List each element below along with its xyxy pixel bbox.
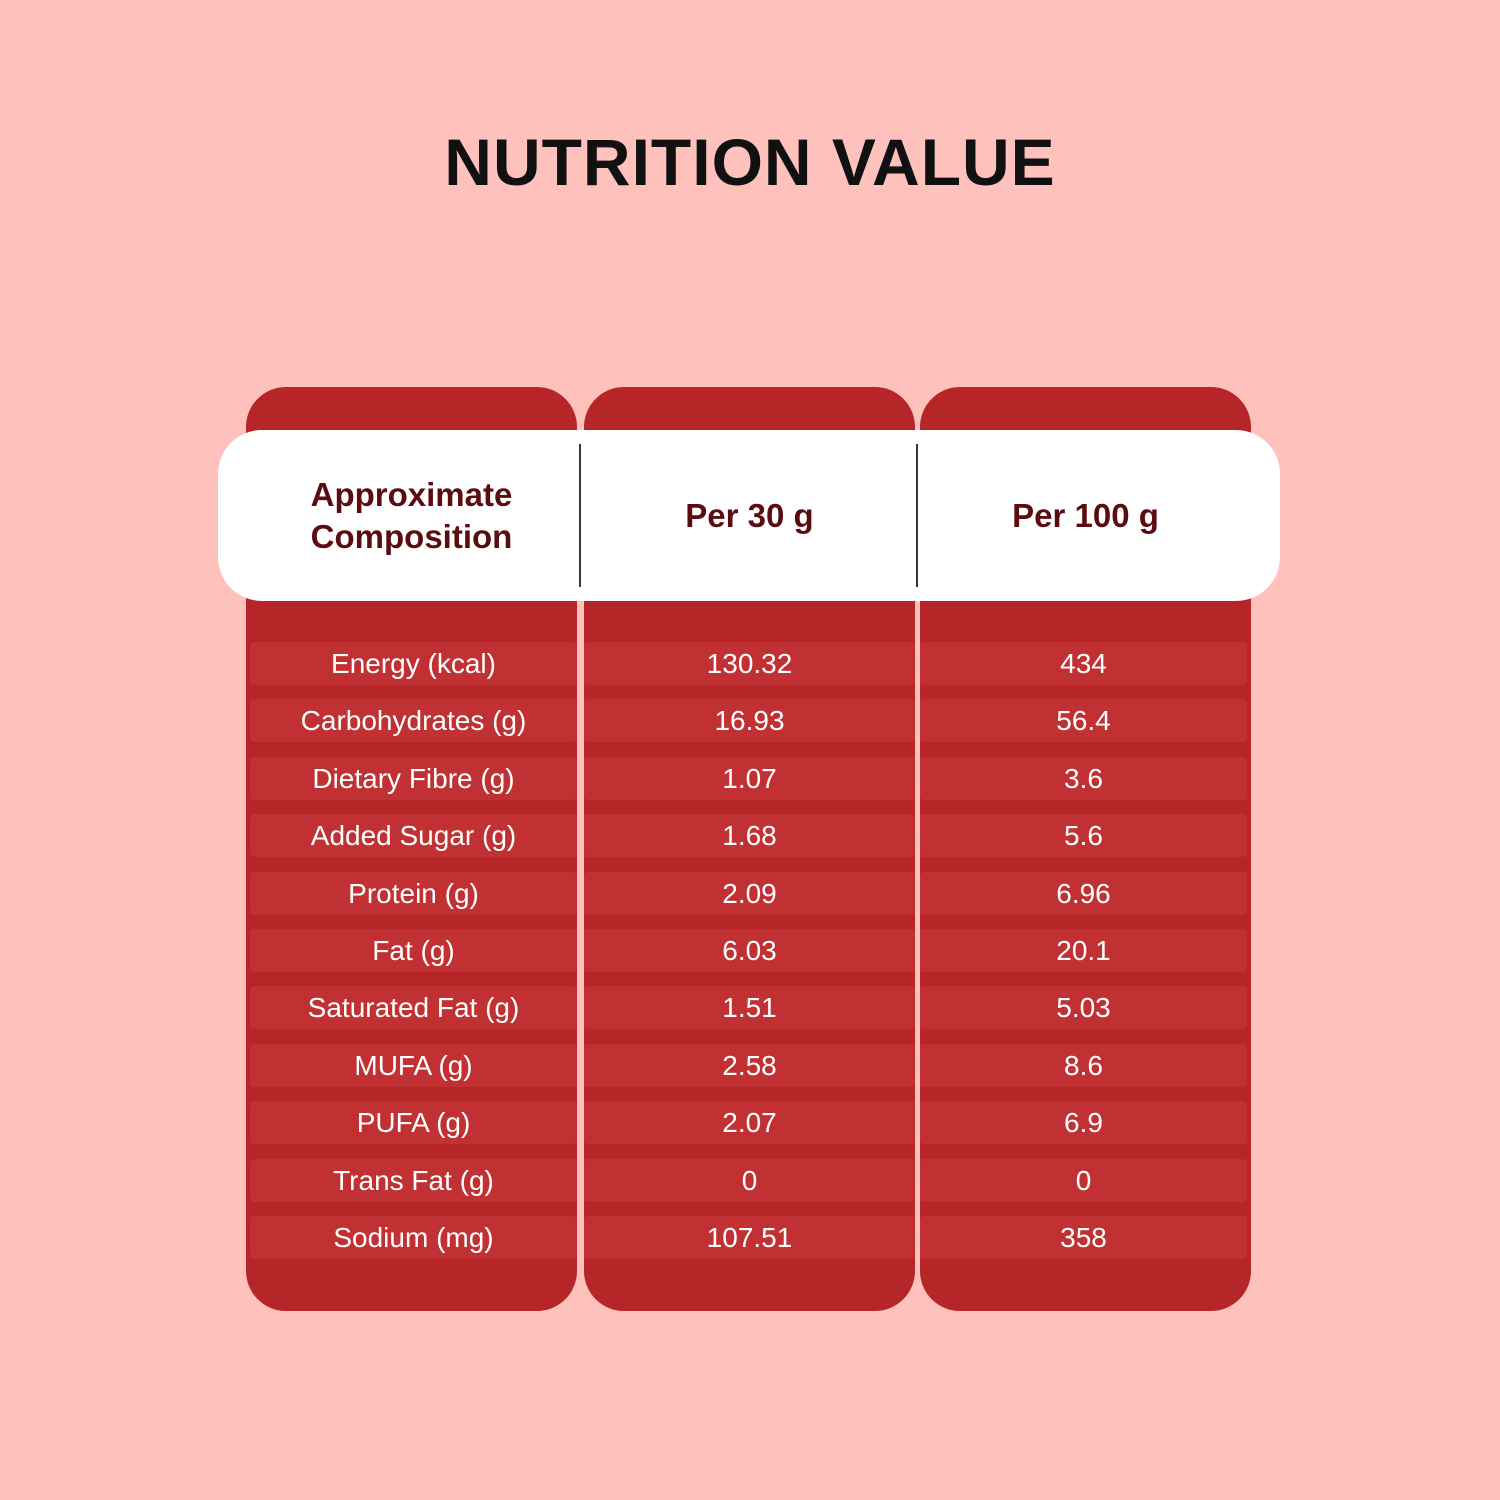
- cell-composition: Energy (kcal): [331, 648, 496, 679]
- cell-per-30g: 2.07: [722, 1107, 777, 1138]
- cell-per-100g: 3.6: [1064, 763, 1103, 794]
- table-row: [584, 757, 915, 800]
- cell-per-30g: 2.09: [722, 878, 777, 909]
- table-row: [920, 872, 1247, 915]
- cell-composition: Sodium (mg): [333, 1222, 494, 1253]
- table-row: [920, 642, 1247, 685]
- cell-composition: PUFA (g): [356, 1107, 471, 1138]
- table-row: [250, 1044, 577, 1087]
- table-row: [250, 757, 577, 800]
- cell-per-30g: 2.58: [722, 1050, 777, 1081]
- cell-per-30g: 16.93: [714, 705, 785, 736]
- cell-per-100g: 0: [1075, 1165, 1092, 1196]
- table-row: [920, 1101, 1247, 1144]
- table-header: Approximate Composition Per 30 g Per 100…: [218, 430, 1280, 601]
- cell-per-100g: 358: [1060, 1222, 1107, 1253]
- table-row: [920, 929, 1247, 972]
- cell-per-100g: 6.96: [1056, 878, 1111, 909]
- table-row: [584, 1101, 915, 1144]
- table-row: [584, 1159, 915, 1202]
- table-row: [584, 1216, 915, 1259]
- table-row: [250, 986, 577, 1029]
- cell-composition: Protein (g): [348, 878, 479, 909]
- table-row: [250, 814, 577, 857]
- table-row: [250, 929, 577, 972]
- header-per-100g: Per 100 g: [1012, 496, 1159, 534]
- table-row: [920, 699, 1247, 742]
- cell-per-100g: 20.1: [1056, 935, 1111, 966]
- table-row: [584, 929, 915, 972]
- cell-composition: Added Sugar (g): [310, 820, 517, 851]
- cell-per-30g: 107.51: [706, 1222, 793, 1253]
- cell-per-100g: 8.6: [1064, 1050, 1103, 1081]
- table-row: [920, 1216, 1247, 1259]
- cell-per-30g: 130.32: [706, 648, 793, 679]
- cell-composition: Dietary Fibre (g): [312, 763, 515, 794]
- header-composition-line1: Approximate: [310, 475, 513, 513]
- header-per-30g: Per 30 g: [685, 496, 814, 534]
- table-row: [250, 642, 577, 685]
- cell-per-30g: 1.68: [722, 820, 777, 851]
- table-row: [920, 986, 1247, 1029]
- cell-per-30g: 1.51: [722, 992, 777, 1023]
- cell-per-30g: 0: [741, 1165, 758, 1196]
- header-composition-line2: Composition: [310, 517, 513, 555]
- cell-composition: Trans Fat (g): [333, 1165, 494, 1196]
- cell-composition: Carbohydrates (g): [300, 705, 527, 736]
- cell-composition: Saturated Fat (g): [307, 992, 520, 1023]
- cell-per-100g: 5.03: [1056, 992, 1111, 1023]
- table-row: [920, 1159, 1247, 1202]
- table-row: [920, 1044, 1247, 1087]
- table-row: [584, 872, 915, 915]
- table-row: [584, 642, 915, 685]
- table-row: [250, 1216, 577, 1259]
- table-row: [250, 699, 577, 742]
- cell-per-100g: 6.9: [1064, 1107, 1103, 1138]
- table-row: [584, 1044, 915, 1087]
- cell-per-30g: 1.07: [722, 763, 777, 794]
- header-divider: [916, 444, 918, 587]
- table-row: [584, 699, 915, 742]
- cell-per-30g: 6.03: [722, 935, 777, 966]
- cell-composition: Fat (g): [372, 935, 455, 966]
- page-title: NUTRITION VALUE: [444, 125, 1056, 199]
- cell-per-100g: 56.4: [1056, 705, 1111, 736]
- table-row: [250, 1159, 577, 1202]
- header-divider: [579, 444, 581, 587]
- table-row: [250, 1101, 577, 1144]
- table-row: [920, 757, 1247, 800]
- table-row: [584, 986, 915, 1029]
- cell-per-100g: 5.6: [1064, 820, 1103, 851]
- cell-composition: MUFA (g): [354, 1050, 473, 1081]
- table-row: [250, 872, 577, 915]
- header-composition: Approximate Composition: [246, 430, 577, 601]
- table-row: [920, 814, 1247, 857]
- cell-per-100g: 434: [1060, 648, 1107, 679]
- table-row: [584, 814, 915, 857]
